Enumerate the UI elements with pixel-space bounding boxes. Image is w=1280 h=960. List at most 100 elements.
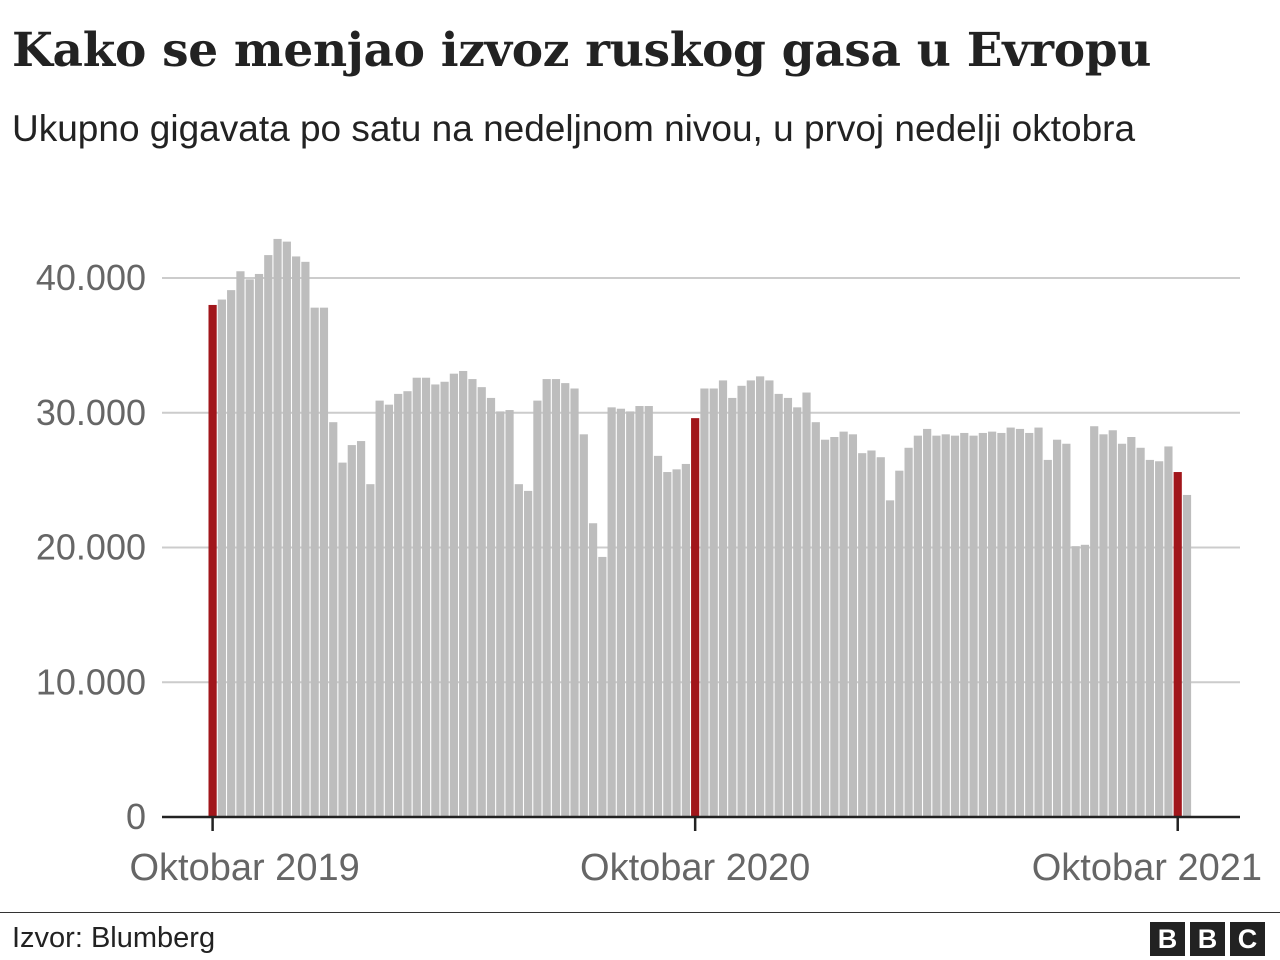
bar [756, 376, 765, 817]
bar [254, 273, 264, 817]
bar [950, 435, 960, 817]
bar [848, 434, 858, 817]
bar [876, 457, 885, 817]
footer-divider [0, 912, 1280, 913]
x-tick-label: Oktobar 2021 [1032, 847, 1262, 889]
bar [236, 271, 245, 817]
bar [227, 290, 236, 817]
bar [635, 406, 644, 817]
bar [663, 472, 672, 817]
bar [709, 388, 718, 817]
bar [338, 462, 347, 817]
chart-subtitle: Ukupno gigavata po satu na nedeljnom niv… [12, 108, 1136, 149]
bar [1080, 544, 1090, 817]
bar [477, 387, 486, 817]
bar [375, 400, 384, 817]
highlighted-bar [691, 418, 700, 817]
bar [366, 484, 375, 817]
bar [644, 406, 653, 817]
bar [746, 380, 755, 817]
bar [988, 431, 997, 817]
x-tick-label: Oktobar 2020 [580, 847, 810, 889]
bar [264, 255, 273, 817]
bar [969, 435, 978, 817]
bar [1034, 427, 1043, 817]
bar [570, 388, 579, 817]
bar [811, 422, 820, 817]
y-tick-label: 0 [126, 796, 146, 837]
bar [431, 384, 440, 817]
bar [904, 447, 913, 817]
bar [273, 238, 282, 818]
bar [1052, 439, 1062, 817]
bar [459, 370, 468, 817]
bar [1117, 443, 1127, 817]
bar [394, 393, 403, 817]
bar [1062, 443, 1071, 817]
bar [598, 556, 607, 817]
bar [1155, 461, 1164, 817]
bar [830, 437, 839, 817]
y-tick-label: 20.000 [36, 527, 146, 568]
bar [588, 523, 598, 817]
bar [1127, 437, 1136, 817]
bar [551, 379, 561, 817]
bar [681, 463, 690, 817]
bar [765, 380, 774, 817]
bar [1043, 459, 1052, 817]
bar [932, 435, 941, 817]
highlighted-bar [1173, 472, 1182, 817]
bar [542, 379, 551, 817]
bar [607, 407, 616, 817]
bar [301, 261, 310, 818]
bar [653, 455, 663, 817]
x-tick-label: Oktobar 2019 [129, 847, 359, 889]
bar [820, 439, 830, 817]
bar [282, 241, 291, 817]
bar [923, 428, 932, 817]
bar [867, 450, 876, 817]
bbc-logo-letter: B [1150, 922, 1185, 956]
y-tick-label: 10.000 [36, 661, 146, 702]
bar [449, 373, 458, 817]
bar [839, 431, 848, 817]
bar [1145, 459, 1154, 817]
bar [505, 410, 514, 817]
bar [1136, 447, 1145, 817]
bar [496, 411, 505, 817]
bar [533, 400, 542, 817]
bar [783, 397, 793, 817]
bar [292, 256, 301, 817]
bar [1164, 446, 1173, 817]
bar [514, 484, 523, 817]
bar [960, 432, 969, 817]
bar [440, 381, 449, 817]
bar [468, 379, 477, 817]
bar [486, 397, 496, 817]
bar [579, 434, 588, 817]
bar [1099, 434, 1108, 817]
bar [1025, 432, 1034, 817]
bar [737, 385, 746, 817]
bbc-logo-letter: B [1190, 922, 1225, 956]
bar [941, 434, 950, 817]
bar [356, 441, 366, 817]
bbc-logo: B B C [1150, 922, 1265, 956]
bar [700, 388, 709, 817]
bar [1071, 546, 1080, 817]
bar [217, 299, 226, 817]
bar [245, 279, 254, 817]
chart-title: Kako se menjao izvoz ruskog gasa u Evrop… [12, 23, 1152, 78]
y-tick-label: 40.000 [36, 257, 146, 298]
bar [728, 397, 737, 817]
bar [310, 307, 319, 817]
bar [913, 435, 922, 817]
bar [1182, 494, 1192, 817]
y-tick-label: 30.000 [36, 392, 146, 433]
bar [774, 393, 783, 817]
bar [384, 404, 394, 817]
bar [403, 391, 412, 817]
bar [793, 407, 802, 817]
bar-chart: 0 10.000 20.000 30.000 40.000 Oktobar 2019 Okt… [36, 238, 1262, 889]
highlighted-bar [208, 304, 217, 817]
